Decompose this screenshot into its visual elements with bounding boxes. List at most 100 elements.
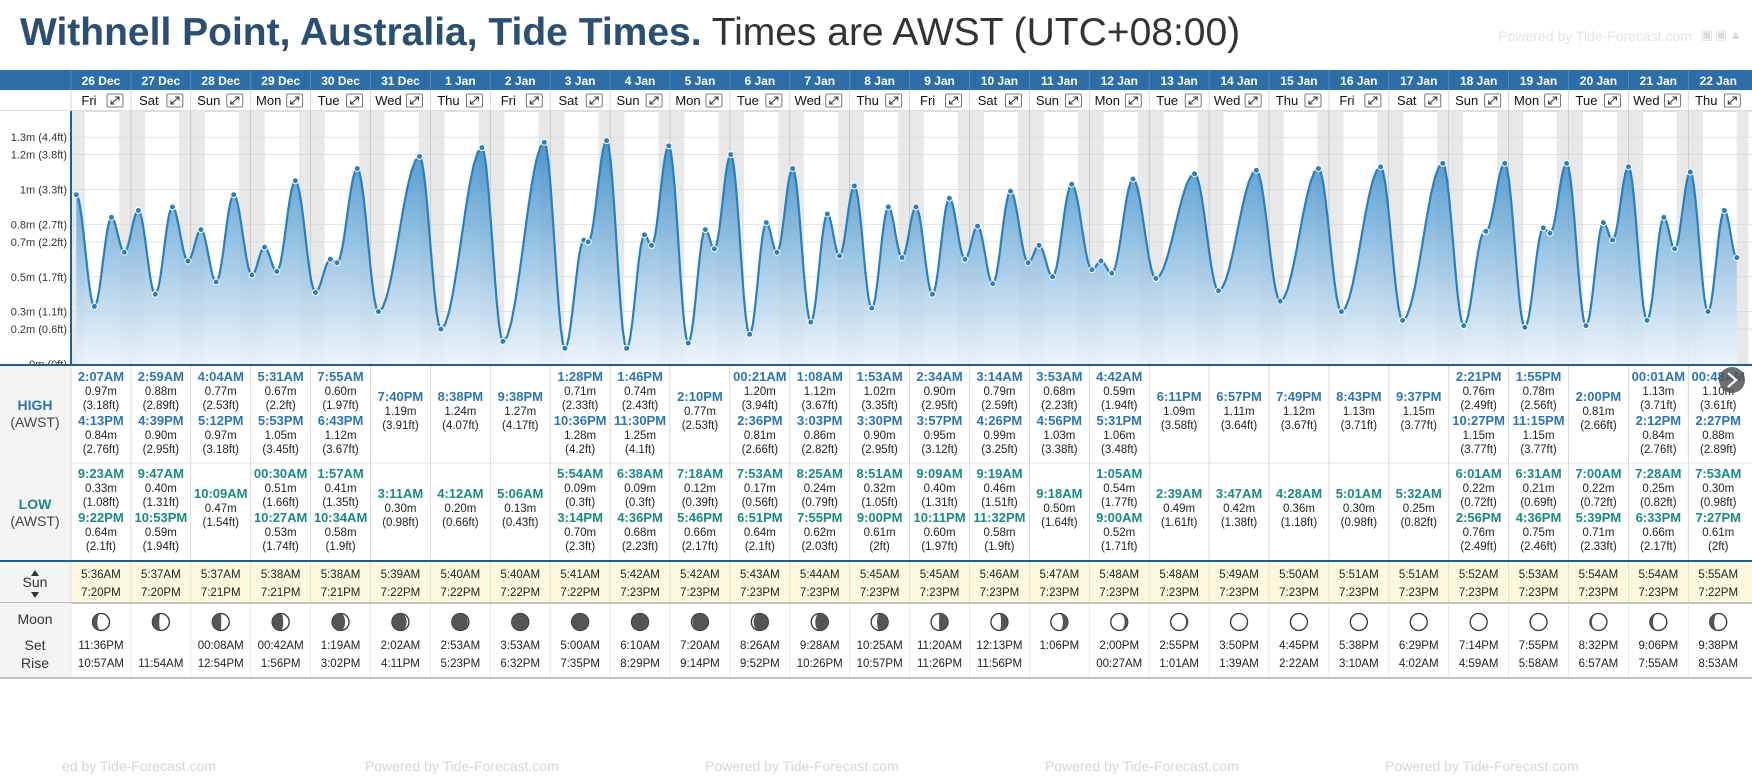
sunset-time: 7:22PM xyxy=(381,587,421,599)
expand-day-button[interactable] xyxy=(1005,93,1022,108)
expand-icon[interactable] xyxy=(529,96,539,105)
expand-day-button[interactable] xyxy=(1604,93,1621,108)
footer-powered-fragment[interactable]: ed by Tide-Forecast.com xyxy=(62,758,217,774)
expand-icon[interactable] xyxy=(889,96,899,105)
expand-day-button[interactable] xyxy=(1364,93,1382,108)
footer-powered-by[interactable]: Powered by Tide-Forecast.com xyxy=(1045,758,1239,774)
expand-icon[interactable] xyxy=(1068,96,1078,105)
expand-day-button[interactable] xyxy=(346,93,364,108)
expand-icon[interactable] xyxy=(230,96,240,105)
expand-icon[interactable] xyxy=(769,96,779,105)
expand-icon[interactable] xyxy=(709,96,719,105)
expand-day-button[interactable] xyxy=(1184,93,1202,108)
scroll-right-icon[interactable] xyxy=(1719,367,1745,393)
weekday-label: Wed xyxy=(1633,93,1660,108)
tide-height-ft: (2.82ft) xyxy=(802,444,839,456)
expand-day-button[interactable] xyxy=(166,93,184,108)
tide-point xyxy=(273,268,281,276)
expand-day-button[interactable] xyxy=(1484,93,1502,108)
tide-height-m: 0.25m xyxy=(1642,483,1674,495)
moon-phase-icon xyxy=(1170,612,1189,632)
expand-day-button[interactable] xyxy=(286,93,304,108)
expand-day-button[interactable] xyxy=(1304,93,1322,108)
footer-powered-by[interactable]: Powered by Tide-Forecast.com xyxy=(365,758,559,774)
expand-icon[interactable] xyxy=(1308,96,1318,105)
share-icons[interactable]: ▣▣▲ xyxy=(1700,27,1744,42)
expand-icon[interactable] xyxy=(1727,96,1737,105)
expand-icon[interactable] xyxy=(1667,96,1677,105)
expand-icon[interactable] xyxy=(290,96,300,105)
low-tide-time: 6:01AM xyxy=(1456,466,1502,481)
scroll-right-button[interactable] xyxy=(1719,367,1745,393)
powered-by-link[interactable]: Powered by Tide-Forecast.com xyxy=(1498,28,1692,44)
expand-day-button[interactable] xyxy=(1723,93,1741,108)
low-tide-time: 9:47AM xyxy=(138,466,184,481)
expand-icon[interactable] xyxy=(1248,96,1258,105)
tide-height-ft: (2.03ft) xyxy=(802,541,839,553)
expand-icon[interactable] xyxy=(170,96,180,105)
sunset-time: 7:23PM xyxy=(1339,587,1379,599)
expand-icon[interactable] xyxy=(1488,96,1498,105)
expand-icon[interactable] xyxy=(589,96,599,105)
footer-powered-by[interactable]: Powered by Tide-Forecast.com xyxy=(1385,758,1579,774)
moonset-time: 9:06PM xyxy=(1639,640,1679,652)
moonset-time: 11:36PM xyxy=(78,640,123,652)
moonrise-time: 4:59AM xyxy=(1459,658,1499,670)
expand-day-button[interactable] xyxy=(645,93,663,108)
low-tide-time: 10:11PM xyxy=(914,510,966,525)
expand-day-button[interactable] xyxy=(765,93,783,108)
tide-height-ft: (4.17ft) xyxy=(502,420,539,432)
date-label: 4 Jan xyxy=(625,74,656,88)
moonrise-time: 9:14PM xyxy=(680,658,720,670)
expand-icon[interactable] xyxy=(1548,96,1558,105)
date-label: 16 Jan xyxy=(1340,74,1377,88)
expand-day-button[interactable] xyxy=(585,93,603,108)
expand-day-button[interactable] xyxy=(1424,93,1442,108)
expand-day-button[interactable] xyxy=(1124,93,1142,108)
date-label: 18 Jan xyxy=(1460,74,1497,88)
expand-day-button[interactable] xyxy=(825,93,843,108)
moonset-time: 1:19AM xyxy=(321,640,361,652)
tide-height-m: 0.76m xyxy=(1463,386,1495,398)
expand-icon[interactable] xyxy=(1368,96,1378,105)
expand-icon[interactable] xyxy=(350,96,360,105)
tide-height-ft: (2.66ft) xyxy=(1580,420,1617,432)
expand-day-button[interactable] xyxy=(705,93,723,108)
expand-day-button[interactable] xyxy=(1244,93,1262,108)
expand-icon[interactable] xyxy=(1188,96,1198,105)
tide-height-ft: (2ft) xyxy=(1708,541,1729,553)
expand-icon[interactable] xyxy=(829,96,839,105)
expand-icon[interactable] xyxy=(1428,96,1438,105)
weekday-label: Wed xyxy=(795,93,822,108)
tide-point xyxy=(648,241,656,249)
expand-icon[interactable] xyxy=(469,96,479,105)
low-tide-time: 1:05AM xyxy=(1096,466,1142,481)
moon-phase-icon xyxy=(91,612,111,632)
expand-day-button[interactable] xyxy=(1065,93,1082,108)
tide-height-m: 0.42m xyxy=(1223,503,1255,515)
footer-powered-by[interactable]: Powered by Tide-Forecast.com xyxy=(705,758,899,774)
expand-day-button[interactable] xyxy=(885,93,903,108)
scroll-right-icon[interactable] xyxy=(1727,372,1738,388)
high-tide-time: 4:56PM xyxy=(1037,413,1083,428)
expand-icon[interactable] xyxy=(1128,96,1138,105)
sunset-time: 7:23PM xyxy=(980,587,1020,599)
expand-icon[interactable] xyxy=(110,96,120,105)
expand-icon[interactable] xyxy=(1008,96,1019,105)
expand-day-button[interactable] xyxy=(945,93,962,108)
expand-day-button[interactable] xyxy=(106,93,124,108)
expand-day-button[interactable] xyxy=(465,93,483,108)
moonset-time: 6:29PM xyxy=(1399,640,1439,652)
expand-day-button[interactable] xyxy=(406,93,423,108)
expand-day-button[interactable] xyxy=(1664,93,1681,108)
moon-phase-icon xyxy=(1649,612,1668,632)
expand-icon[interactable] xyxy=(949,96,959,105)
expand-icon[interactable] xyxy=(649,96,659,105)
expand-day-button[interactable] xyxy=(525,93,543,108)
expand-icon[interactable] xyxy=(1607,96,1618,105)
expand-day-button[interactable] xyxy=(226,93,244,108)
expand-day-button[interactable] xyxy=(1544,93,1561,108)
low-tide-time: 11:32PM xyxy=(973,510,1025,525)
low-tide-time: 9:22PM xyxy=(78,510,124,525)
expand-icon[interactable] xyxy=(409,96,420,105)
